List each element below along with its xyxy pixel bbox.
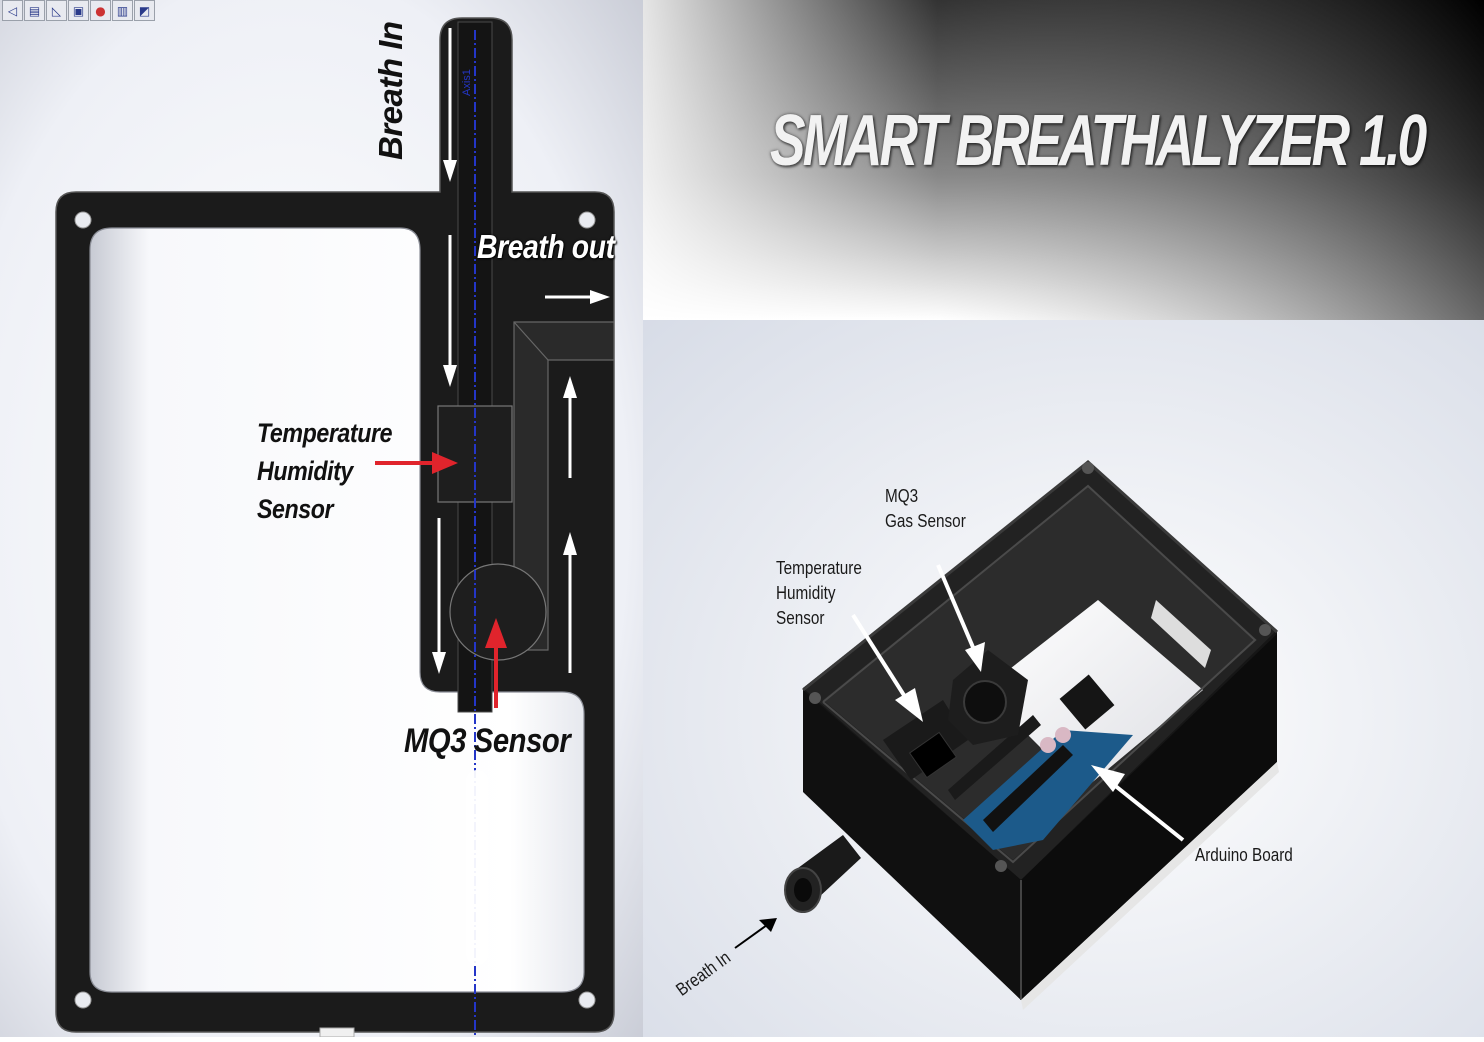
screw-hole-icon bbox=[995, 860, 1007, 872]
axis-label: Axis1 bbox=[461, 69, 473, 96]
screw-hole-icon bbox=[1082, 462, 1094, 474]
callout-arrows bbox=[851, 564, 1185, 842]
gas-sensor-label-line: Gas Sensor bbox=[885, 511, 966, 531]
arduino-board bbox=[963, 730, 1133, 850]
sensor-label-line: Sensor bbox=[776, 608, 825, 628]
temp-humidity-sensor-label: Temperature Humidity Sensor bbox=[776, 556, 862, 631]
humidity-label-line: Humidity bbox=[776, 583, 836, 603]
cad-toolbar: ◁ ▤ ◺ ▣ ● ▥ ◩ bbox=[2, 0, 155, 22]
appearance-icon[interactable]: ● bbox=[90, 0, 111, 21]
breath-in-label: Breath In bbox=[372, 21, 409, 160]
flow-arrows-in bbox=[432, 28, 457, 674]
arduino-board-label: Arduino Board bbox=[1195, 845, 1293, 865]
temp-label-line: Temperature bbox=[257, 418, 393, 448]
cad-section-view: Axis1 ◁ ▤ ◺ ▣ ● ▥ ◩ Breath In Breath out bbox=[0, 0, 643, 1038]
red-pointer-arrows bbox=[375, 452, 507, 708]
view-settings-icon[interactable]: ◩ bbox=[134, 0, 155, 21]
breath-in-arrow bbox=[734, 918, 777, 949]
sensor-label-line: Sensor bbox=[257, 494, 334, 524]
temp-humidity-label: Temperature Humidity Sensor bbox=[257, 414, 393, 528]
mount-hole-icon bbox=[578, 991, 596, 1009]
mq3-gas-sensor-label: MQ3 Gas Sensor bbox=[885, 484, 966, 534]
screw-hole-icon bbox=[809, 692, 821, 704]
inner-cavity bbox=[89, 227, 585, 993]
temp-sensor-block bbox=[883, 700, 968, 780]
breath-out-label: Breath out bbox=[477, 228, 615, 265]
section-view-drawing: Axis1 bbox=[0, 0, 643, 1038]
mount-hole-icon bbox=[74, 991, 92, 1009]
mount-hole-icon bbox=[578, 211, 596, 229]
screw-hole-icon bbox=[1259, 624, 1271, 636]
page-title: SMART BREATHALYZER 1.0 bbox=[770, 101, 1427, 181]
mq3-label-line: MQ3 bbox=[885, 486, 919, 506]
render-view: MQ3 Gas Sensor Temperature Humidity Sens… bbox=[643, 0, 1484, 1037]
display-style-icon[interactable]: ▣ bbox=[68, 0, 89, 21]
breath-in-nozzle bbox=[784, 835, 861, 913]
view-back-icon[interactable]: ◁ bbox=[2, 0, 23, 21]
temp-label-line: Temperature bbox=[776, 558, 862, 578]
section-view-icon[interactable]: ▤ bbox=[24, 0, 45, 21]
scene-icon[interactable]: ▥ bbox=[112, 0, 133, 21]
mount-hole-icon bbox=[74, 211, 92, 229]
mq3-sensor-label: MQ3 Sensor bbox=[404, 722, 571, 760]
enclosure-render bbox=[643, 0, 1484, 1037]
flow-arrows-out bbox=[545, 290, 610, 673]
sketch-icon[interactable]: ◺ bbox=[46, 0, 67, 21]
humidity-label-line: Humidity bbox=[257, 456, 353, 486]
